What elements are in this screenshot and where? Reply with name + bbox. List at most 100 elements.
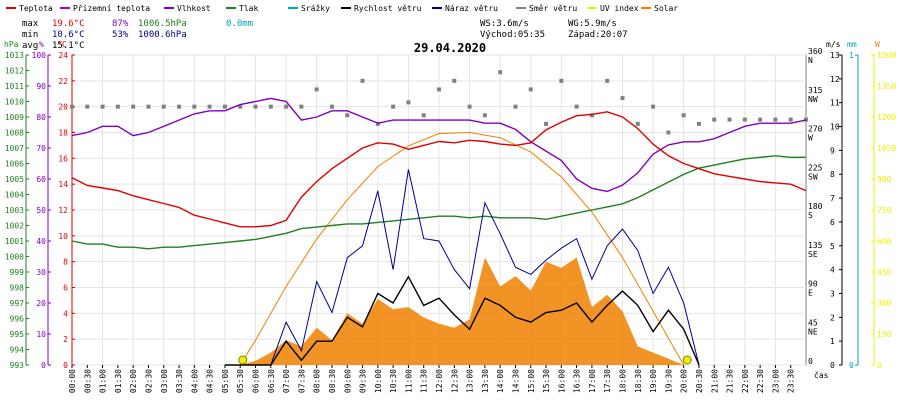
humidity-axis-tick-label: 50 bbox=[36, 206, 46, 215]
pressure-axis-tick-label: 1004 bbox=[5, 191, 24, 200]
solar-axis-tick-label: 150 bbox=[877, 330, 892, 339]
solar-axis-tick-label: 1050 bbox=[877, 144, 896, 153]
x-tick-label: 06:30 bbox=[267, 369, 276, 393]
stats-max-press: 1006.5hPa bbox=[138, 19, 187, 29]
stats-min-temp: 10.6°C bbox=[52, 30, 85, 40]
wind-dir-tick-label: 270 bbox=[808, 125, 823, 134]
date-title: 29.04.2020 bbox=[414, 41, 486, 55]
wind-direction-point bbox=[437, 87, 441, 92]
solar-area bbox=[240, 257, 684, 365]
wind-direction-point bbox=[314, 87, 319, 92]
wind-speed-axis-tick-label: 10 bbox=[830, 123, 840, 132]
x-tick-label: 03:30 bbox=[175, 369, 184, 393]
humidity-axis-tick-label: 70 bbox=[36, 144, 46, 153]
wind-direction-point bbox=[421, 113, 426, 118]
x-tick-label: 11:30 bbox=[420, 369, 429, 393]
x-tick-label: 05:30 bbox=[236, 369, 245, 393]
wind-direction-point bbox=[161, 104, 166, 109]
temperature-axis-tick-label: 24 bbox=[58, 51, 68, 60]
wind-direction-point bbox=[589, 113, 594, 118]
x-tick-label: 21:00 bbox=[710, 369, 719, 393]
legend-label: Srážky bbox=[301, 4, 330, 13]
wind-speed-avg: WS:3.6m/s bbox=[480, 19, 529, 29]
x-tick-label: 01:00 bbox=[99, 369, 108, 393]
stats-max-label: max bbox=[22, 19, 39, 29]
x-axis-ticks: 00:00 00:30 01:00 01:30 02:00 02:30 03:00 03:30… bbox=[68, 365, 796, 393]
wind-direction-point bbox=[131, 104, 136, 109]
solar-axis-tick-label: 1200 bbox=[877, 113, 896, 122]
wind-speed-axis-tick-label: 4 bbox=[830, 266, 835, 275]
temperature-axis-tick-label: 8 bbox=[63, 258, 68, 267]
wind-dir-compass-label: SW bbox=[808, 172, 818, 181]
x-tick-label: 15:00 bbox=[527, 369, 536, 393]
x-tick-label: 18:00 bbox=[619, 369, 628, 393]
x-tick-label: 13:30 bbox=[481, 369, 490, 393]
wind-speed-axis-tick-label: 2 bbox=[830, 313, 835, 322]
x-tick-label: 16:30 bbox=[573, 369, 582, 393]
wind-dir-compass-label: NE bbox=[808, 327, 818, 336]
wind-dir-tick-label: 135 bbox=[808, 241, 823, 250]
legend-label: Směr větru bbox=[529, 4, 577, 13]
rain-axis-tick-label: 0 bbox=[849, 361, 854, 370]
pressure-axis-tick-label: 996 bbox=[10, 315, 25, 324]
wind-direction-point bbox=[100, 104, 105, 109]
wind-speed-axis-tick-label: 0 bbox=[830, 361, 835, 370]
wind-direction-point bbox=[115, 104, 120, 109]
wind-direction-point bbox=[574, 104, 579, 109]
wind-dir-compass-label: SE bbox=[808, 250, 818, 259]
x-tick-label: 04:00 bbox=[190, 369, 199, 393]
x-tick-label: 23:00 bbox=[771, 369, 780, 393]
wind-dir-tick-label: 45 bbox=[808, 318, 818, 327]
wind-direction-point bbox=[238, 104, 243, 109]
wind-direction-point bbox=[345, 113, 350, 118]
wind-line bbox=[224, 275, 700, 366]
temperature-axis-tick-label: 20 bbox=[58, 103, 68, 112]
x-tick-label: 04:30 bbox=[206, 369, 215, 393]
x-tick-label: 14:00 bbox=[496, 369, 505, 393]
unit-degc: °C bbox=[57, 40, 67, 49]
wind-speed-axis-tick-label: 11 bbox=[830, 99, 840, 108]
wind-direction-point bbox=[605, 78, 610, 83]
x-tick-label: 11:00 bbox=[404, 369, 413, 393]
x-tick-label: 20:30 bbox=[695, 369, 704, 393]
solar-axis-tick-label: 0 bbox=[877, 361, 882, 370]
pressure-axis-tick-label: 1006 bbox=[5, 160, 24, 169]
wind-direction-point bbox=[696, 121, 701, 126]
plot-area bbox=[70, 70, 808, 366]
wind-direction-point bbox=[329, 104, 334, 109]
x-tick-label: 09:30 bbox=[359, 369, 368, 393]
pressure-axis-tick-label: 1001 bbox=[5, 237, 24, 246]
legend-label: Vlhkost bbox=[177, 4, 211, 13]
solar-axis-tick-label: 1500 bbox=[877, 51, 896, 60]
pressure-axis-tick-label: 1012 bbox=[5, 67, 24, 76]
wind-direction-point bbox=[70, 104, 74, 109]
wind-direction-point bbox=[651, 104, 656, 109]
x-tick-label: 23:30 bbox=[787, 369, 796, 393]
wind-dir-tick-label: 90 bbox=[808, 280, 818, 289]
wind-direction-point bbox=[284, 104, 289, 109]
x-tick-label: 08:30 bbox=[328, 369, 337, 393]
wind-direction-point bbox=[85, 104, 90, 109]
stats-max-rain: 0.0mm bbox=[226, 19, 253, 29]
wind-dir-tick-label: 225 bbox=[808, 163, 823, 172]
wind-direction-point bbox=[177, 104, 182, 109]
humidity-axis-tick-label: 100 bbox=[32, 51, 47, 60]
wind-direction-point bbox=[146, 104, 151, 109]
x-tick-label: 08:00 bbox=[313, 369, 322, 393]
x-tick-label: 19:00 bbox=[649, 369, 658, 393]
x-tick-label: 13:00 bbox=[466, 369, 475, 393]
x-tick-label: 18:30 bbox=[634, 369, 643, 393]
pressure-axis-tick-label: 1007 bbox=[5, 144, 24, 153]
temperature-axis-tick-label: 18 bbox=[58, 129, 68, 138]
wind-speed-axis-tick-label: 5 bbox=[830, 242, 835, 251]
x-tick-label: 10:30 bbox=[389, 369, 398, 393]
pressure-axis-tick-label: 1009 bbox=[5, 113, 24, 122]
wind-direction-point bbox=[727, 117, 732, 122]
stats-min-hum: 53% bbox=[112, 30, 129, 40]
solar-axis-tick-label: 1350 bbox=[877, 82, 896, 91]
wind-dir-compass-label: N bbox=[808, 56, 813, 65]
x-tick-label: 06:00 bbox=[252, 369, 261, 393]
humidity-axis-tick-label: 30 bbox=[36, 268, 46, 277]
stats-avg-label: avg bbox=[22, 41, 38, 51]
sunset-marker bbox=[682, 355, 692, 365]
